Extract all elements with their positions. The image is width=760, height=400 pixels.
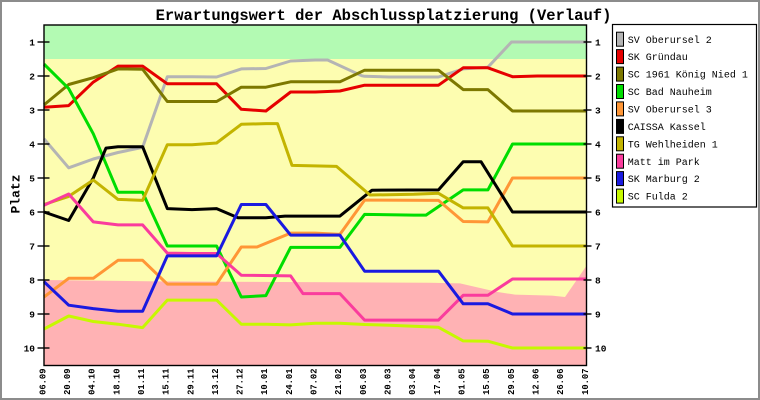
svg-text:8: 8 [29,276,35,287]
svg-text:29.05: 29.05 [507,369,517,395]
svg-text:10.07: 10.07 [581,369,591,395]
svg-text:21.02: 21.02 [334,369,344,395]
svg-text:24.01: 24.01 [285,369,295,395]
svg-text:8: 8 [595,276,601,287]
svg-text:20.09: 20.09 [63,369,73,395]
svg-text:2: 2 [29,72,35,83]
svg-text:SC Fulda 2: SC Fulda 2 [628,192,688,204]
svg-text:Matt im Park: Matt im Park [628,157,700,169]
svg-text:SC 1961 König Nied 1: SC 1961 König Nied 1 [628,70,748,82]
svg-text:SV Oberursel 2: SV Oberursel 2 [628,35,712,47]
svg-text:SK Gründau: SK Gründau [628,52,688,64]
svg-text:15.11: 15.11 [162,369,172,395]
svg-text:4: 4 [595,140,601,151]
svg-text:6: 6 [595,208,601,219]
svg-text:SC Bad Nauheim: SC Bad Nauheim [628,87,712,99]
svg-text:5: 5 [595,174,601,185]
svg-text:5: 5 [29,174,35,185]
svg-text:7: 7 [595,242,601,253]
svg-text:3: 3 [29,106,35,117]
svg-text:SV Oberursel 3: SV Oberursel 3 [628,105,712,117]
svg-text:1: 1 [29,38,35,49]
svg-text:01.11: 01.11 [137,369,147,395]
svg-text:07.02: 07.02 [310,369,320,395]
svg-text:29.11: 29.11 [186,369,196,395]
svg-text:17.04: 17.04 [433,368,443,395]
svg-text:03.04: 03.04 [408,368,418,395]
svg-text:10: 10 [24,344,36,355]
svg-text:13.12: 13.12 [211,369,221,395]
svg-text:SK Marburg 2: SK Marburg 2 [628,174,700,186]
svg-text:04.10: 04.10 [88,369,98,395]
svg-text:1: 1 [595,38,601,49]
svg-text:10.01: 10.01 [260,369,270,395]
svg-text:6: 6 [29,208,35,219]
svg-text:06.03: 06.03 [359,369,369,395]
svg-text:3: 3 [595,106,601,117]
svg-text:2: 2 [595,72,601,83]
svg-text:CAISSA Kassel: CAISSA Kassel [628,122,706,134]
svg-text:9: 9 [29,310,35,321]
svg-text:20.03: 20.03 [384,369,394,395]
svg-text:TG Wehlheiden 1: TG Wehlheiden 1 [628,139,718,151]
svg-text:Platz: Platz [9,174,24,213]
svg-text:7: 7 [29,242,35,253]
svg-text:27.12: 27.12 [236,369,246,395]
svg-text:06.09: 06.09 [38,369,48,395]
svg-text:18.10: 18.10 [112,369,122,395]
svg-text:9: 9 [595,310,601,321]
svg-text:10: 10 [595,344,607,355]
svg-text:26.06: 26.06 [556,369,566,395]
svg-text:12.06: 12.06 [532,369,542,395]
svg-text:01.05: 01.05 [458,369,468,395]
svg-text:4: 4 [29,140,35,151]
svg-text:15.05: 15.05 [482,369,492,395]
svg-text:Erwartungswert der Abschlusspl: Erwartungswert der Abschlussplatzierung … [156,7,612,25]
